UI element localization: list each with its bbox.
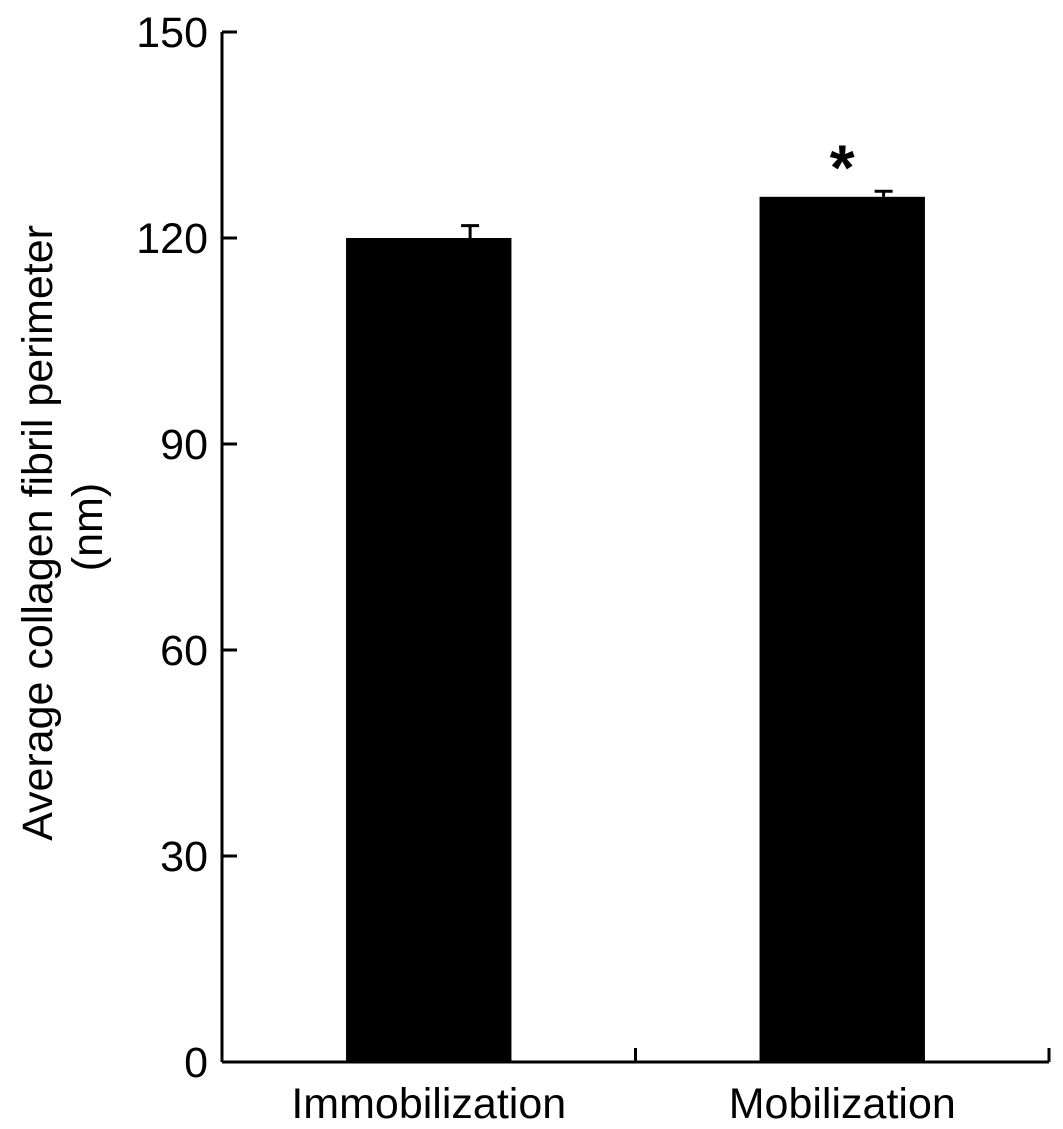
y-tick-label: 90	[160, 421, 208, 469]
bars: Immobilization * Mobilization	[291, 131, 955, 1128]
significance-marker: *	[830, 131, 855, 203]
x-category-label: Mobilization	[729, 1080, 956, 1128]
bar-immobilization	[346, 238, 512, 1062]
y-tick-label: 150	[136, 9, 208, 57]
x-axis-ticks	[634, 1048, 1051, 1062]
y-tick-label: 0	[184, 1039, 208, 1087]
y-tick-label: 60	[160, 627, 208, 675]
y-tick-label: 120	[136, 215, 208, 263]
bar-mobilization	[759, 196, 925, 1063]
x-category-label: Immobilization	[291, 1080, 566, 1128]
y-axis-ticks: 0 30 60 90 120 150	[136, 9, 237, 1087]
y-axis-title-line-1: Average collagen fibril perimeter	[14, 225, 62, 841]
y-tick-label: 30	[160, 833, 208, 881]
y-axis-title-line-2: (nm)	[64, 483, 112, 571]
y-axis-title: Average collagen fibril perimeter (nm)	[14, 213, 112, 841]
